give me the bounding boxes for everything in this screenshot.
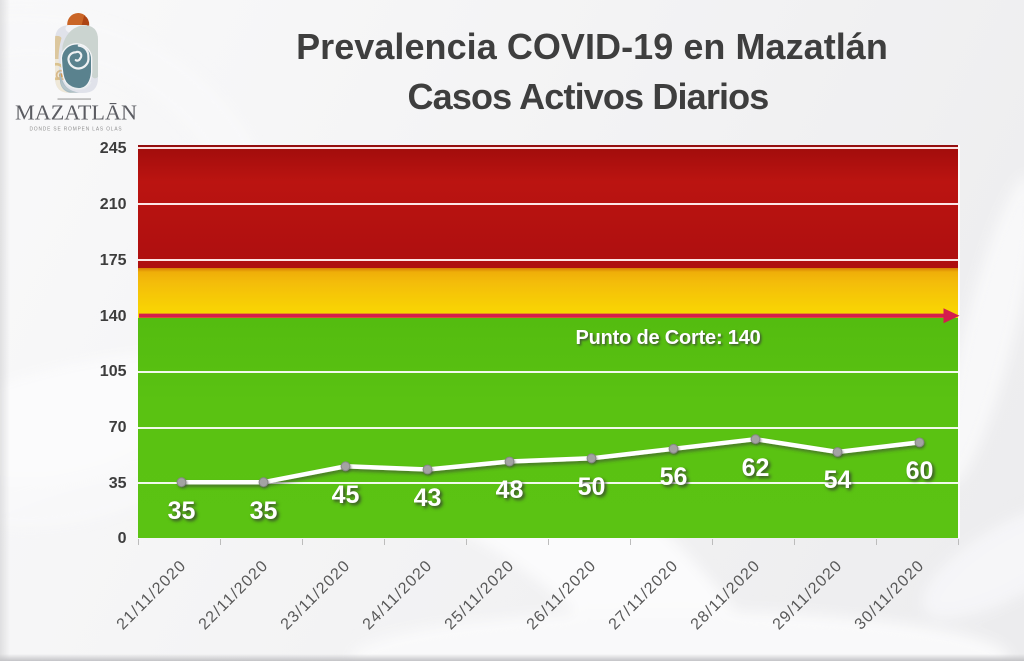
svg-text:MAZATLĀN: MAZATLĀN: [15, 101, 137, 125]
svg-text:DONDE SE ROMPEN LAS OLAS: DONDE SE ROMPEN LAS OLAS: [30, 127, 123, 133]
